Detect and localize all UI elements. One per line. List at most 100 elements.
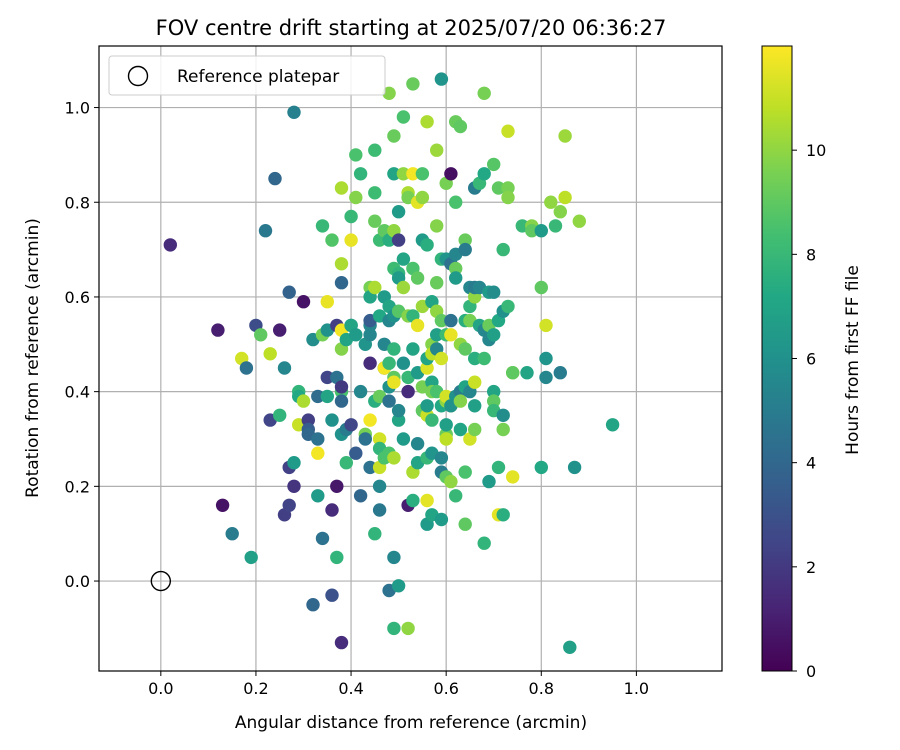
data-point: [444, 313, 458, 328]
data-point: [353, 384, 368, 399]
data-point: [410, 271, 425, 285]
data-point: [211, 323, 225, 337]
data-point: [344, 418, 358, 432]
y-axis-title: Rotation from reference (arcmin): [23, 218, 43, 498]
data-point: [363, 413, 377, 427]
data-point: [477, 86, 491, 101]
data-point: [325, 503, 339, 517]
data-point: [334, 635, 349, 650]
data-point: [334, 181, 349, 195]
data-point: [387, 621, 401, 636]
data-point: [449, 195, 463, 209]
data-point: [396, 110, 411, 124]
data-point: [396, 280, 411, 295]
data-point: [434, 313, 449, 328]
data-point: [434, 451, 449, 465]
data-point: [353, 489, 368, 503]
data-point: [449, 489, 463, 503]
data-point: [391, 579, 406, 593]
data-point: [563, 640, 577, 654]
data-point: [382, 86, 396, 101]
colorbar-tick-label: 10: [806, 141, 826, 160]
data-point: [372, 479, 387, 493]
legend-entry-label: Reference platepar: [177, 67, 339, 87]
data-point: [334, 276, 349, 290]
data-point: [401, 384, 415, 399]
data-point: [410, 437, 425, 451]
data-point: [344, 233, 358, 247]
data-point: [287, 105, 301, 120]
data-point: [487, 328, 501, 342]
data-point: [258, 224, 273, 238]
data-point: [434, 351, 449, 366]
data-point: [477, 167, 491, 181]
data-point: [496, 422, 510, 437]
data-point: [449, 271, 463, 285]
data-point: [506, 366, 520, 380]
data-point: [368, 280, 382, 295]
data-point: [282, 285, 296, 299]
data-point: [406, 342, 420, 356]
data-point: [539, 351, 553, 366]
data-point: [372, 432, 387, 446]
data-point: [444, 328, 458, 342]
data-point: [363, 460, 377, 475]
data-point: [430, 328, 444, 342]
data-point: [287, 479, 301, 493]
data-point: [320, 370, 334, 385]
data-point: [353, 167, 368, 181]
data-points: [163, 72, 620, 654]
data-point: [254, 328, 268, 342]
data-point: [225, 527, 239, 541]
data-point: [215, 498, 230, 512]
data-point: [501, 190, 515, 205]
data-point: [534, 224, 548, 238]
data-point: [501, 124, 515, 138]
data-point: [520, 366, 534, 380]
grid: [99, 46, 722, 671]
y-tick-label: 0.4: [65, 383, 90, 402]
data-point: [458, 342, 472, 356]
data-point: [487, 157, 501, 172]
data-point: [430, 219, 444, 233]
data-point: [391, 403, 406, 418]
data-point: [605, 418, 620, 432]
data-point: [406, 167, 420, 181]
data-point: [558, 190, 572, 205]
data-point: [430, 276, 444, 290]
data-point: [567, 460, 582, 475]
data-point: [387, 550, 401, 565]
data-point: [349, 190, 363, 205]
data-point: [334, 380, 349, 394]
data-point: [358, 432, 372, 446]
data-point: [387, 451, 401, 465]
data-point: [548, 219, 563, 233]
data-point: [434, 512, 449, 527]
data-point: [296, 394, 311, 408]
data-point: [572, 214, 586, 228]
data-point: [387, 129, 401, 143]
data-point: [273, 408, 287, 422]
x-tick-label: 0.4: [338, 679, 363, 698]
data-point: [458, 233, 472, 247]
data-point: [239, 361, 254, 375]
data-point: [406, 77, 420, 91]
data-point: [325, 233, 339, 247]
data-point: [410, 318, 425, 333]
data-point: [368, 186, 382, 200]
data-point: [501, 299, 515, 314]
data-point: [415, 190, 430, 205]
data-point: [330, 479, 344, 493]
data-point: [491, 460, 506, 475]
data-point: [263, 347, 277, 361]
data-point: [315, 219, 330, 233]
data-point: [349, 328, 363, 342]
data-point: [415, 167, 430, 181]
data-point: [444, 474, 458, 489]
y-tick-label: 0.0: [65, 572, 90, 591]
data-point: [372, 503, 387, 517]
data-point: [439, 418, 453, 432]
x-axis-ticks: 0.0 0.2 0.4 0.6 0.8 1.0: [148, 671, 649, 698]
data-point: [534, 460, 548, 475]
